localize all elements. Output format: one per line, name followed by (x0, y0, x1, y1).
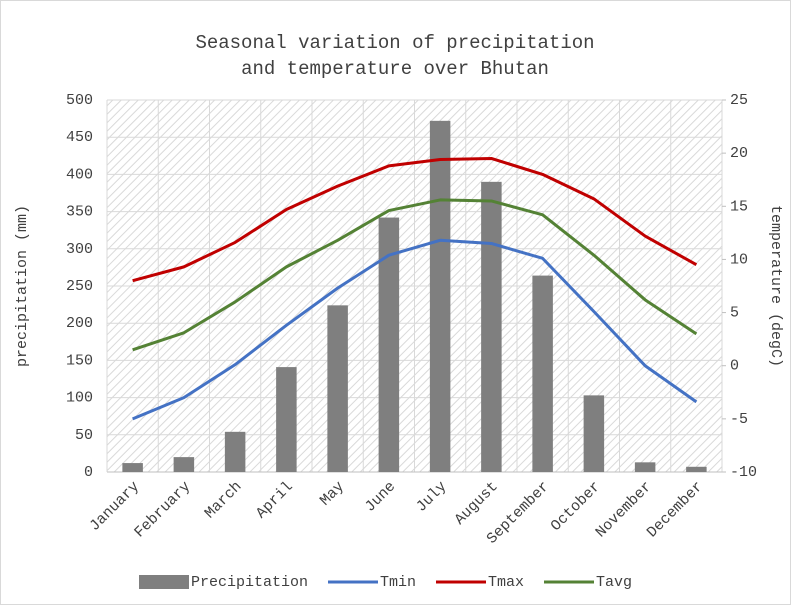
y2-tick-label: 25 (730, 92, 748, 109)
bar (276, 367, 297, 472)
y2-tick-label: 5 (730, 305, 739, 322)
legend-label: Tavg (596, 574, 632, 591)
line-series (132, 198, 698, 352)
y-tick-label: 200 (66, 315, 93, 332)
line-series (132, 238, 698, 421)
y-tick-label: 350 (66, 204, 93, 221)
y-tick-label: 150 (66, 352, 93, 369)
legend-label: Precipitation (191, 574, 308, 591)
bar (378, 217, 400, 472)
legend-swatch (139, 575, 189, 589)
y2-tick-label: 0 (730, 358, 739, 375)
bar (634, 462, 656, 472)
bar (173, 457, 195, 472)
bar (122, 463, 143, 472)
y2-tick-label: 10 (730, 251, 748, 268)
bar (583, 395, 605, 472)
line-series (132, 156, 698, 283)
y2-tick-label: 20 (730, 145, 748, 162)
y-tick-label: 100 (66, 390, 93, 407)
y-tick-label: 450 (66, 129, 93, 146)
y2-tick-label: -5 (730, 411, 748, 428)
bar (481, 181, 502, 472)
legend-label: Tmin (380, 574, 416, 591)
chart-title: Seasonal variation of precipitation and … (195, 32, 595, 80)
y-tick-label: 500 (66, 92, 93, 109)
y-tick-label: 300 (66, 241, 93, 258)
y-tick-label: 50 (75, 427, 93, 444)
legend-label: Tmax (488, 574, 524, 591)
y-tick-label: 0 (84, 464, 93, 481)
bar (429, 120, 451, 472)
y2-axis-label: temperature (degC) (767, 205, 784, 367)
y-tick-label: 250 (66, 278, 93, 295)
bar (327, 305, 348, 472)
y-axis-label: precipitation (mm) (14, 205, 31, 367)
bar (686, 466, 707, 472)
bar (224, 431, 246, 472)
bar (532, 275, 553, 472)
y2-tick-label: 15 (730, 198, 748, 215)
y2-tick-label: -10 (730, 464, 757, 481)
y-tick-label: 400 (66, 166, 93, 183)
